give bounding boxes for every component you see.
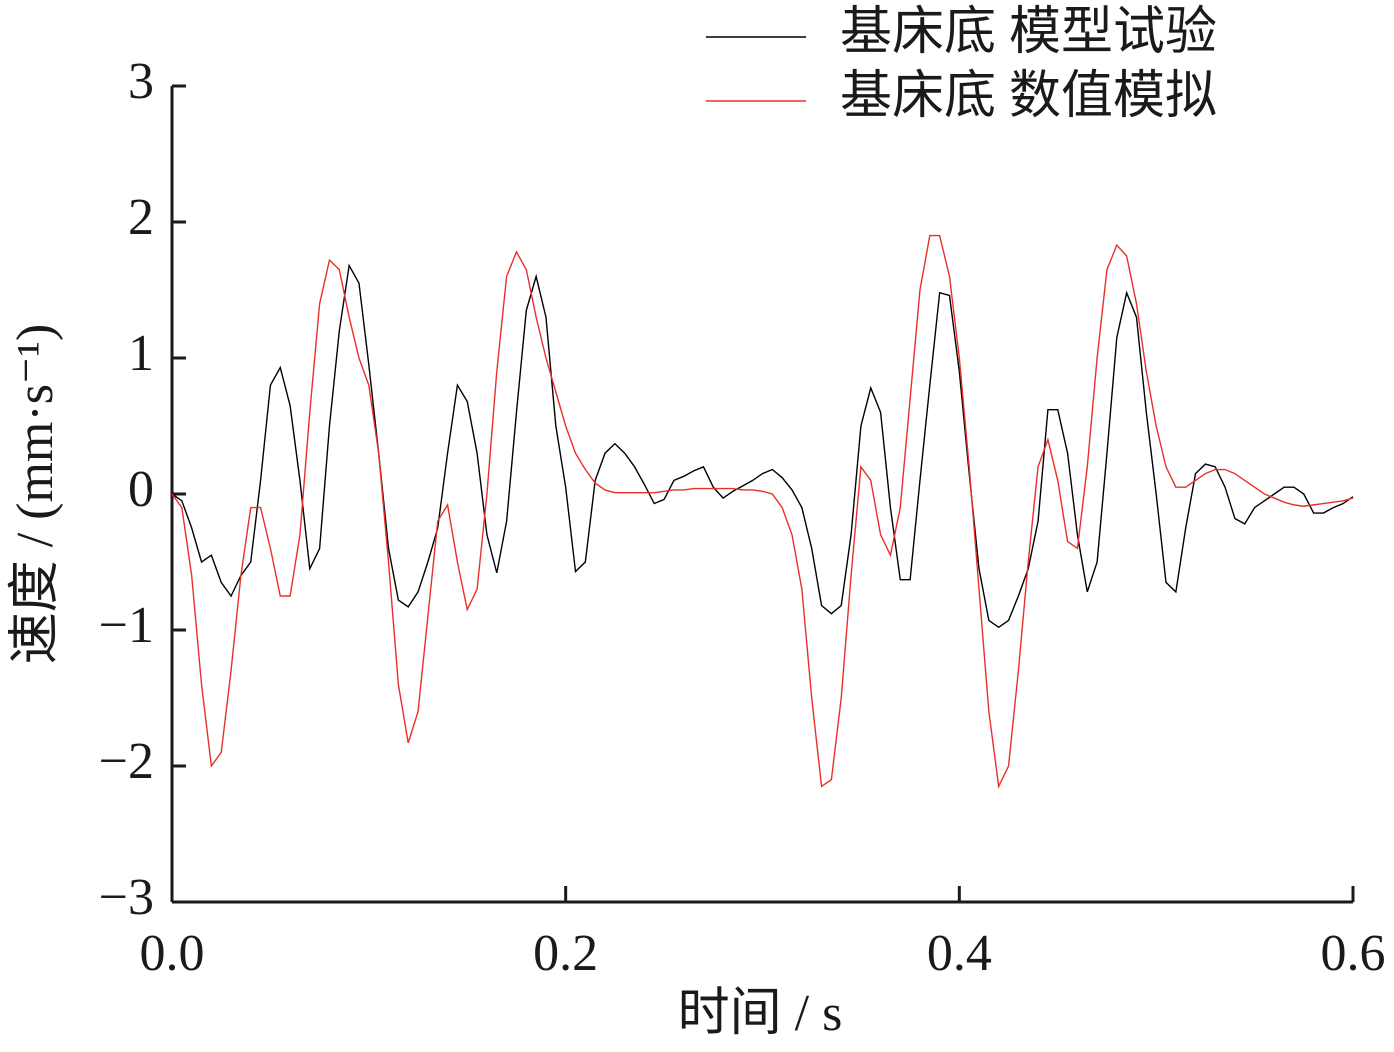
legend-label: 基床底 数值模拟 — [840, 68, 1217, 125]
y-tick-label: 3 — [128, 53, 154, 110]
x-tick-label: 0.6 — [1321, 925, 1386, 982]
y-tick-label: 0 — [128, 461, 154, 518]
y-tick-label: −3 — [99, 869, 154, 926]
x-tick-label: 0.0 — [140, 925, 205, 982]
data-line — [171, 263, 1354, 629]
legend-label: 基床底 模型试验 — [840, 4, 1217, 61]
y-tick-label: −2 — [99, 733, 154, 790]
y-tick-label: −1 — [99, 597, 154, 654]
x-axis-label: 时间 / s — [678, 985, 843, 1042]
y-axis-label: 速度 / (mm·s⁻¹) — [7, 324, 64, 665]
data-line — [171, 234, 1354, 789]
y-tick-label: 1 — [128, 325, 154, 382]
x-tick-label: 0.2 — [533, 925, 598, 982]
x-tick-label: 0.4 — [927, 925, 992, 982]
y-tick-label: 2 — [128, 189, 154, 246]
